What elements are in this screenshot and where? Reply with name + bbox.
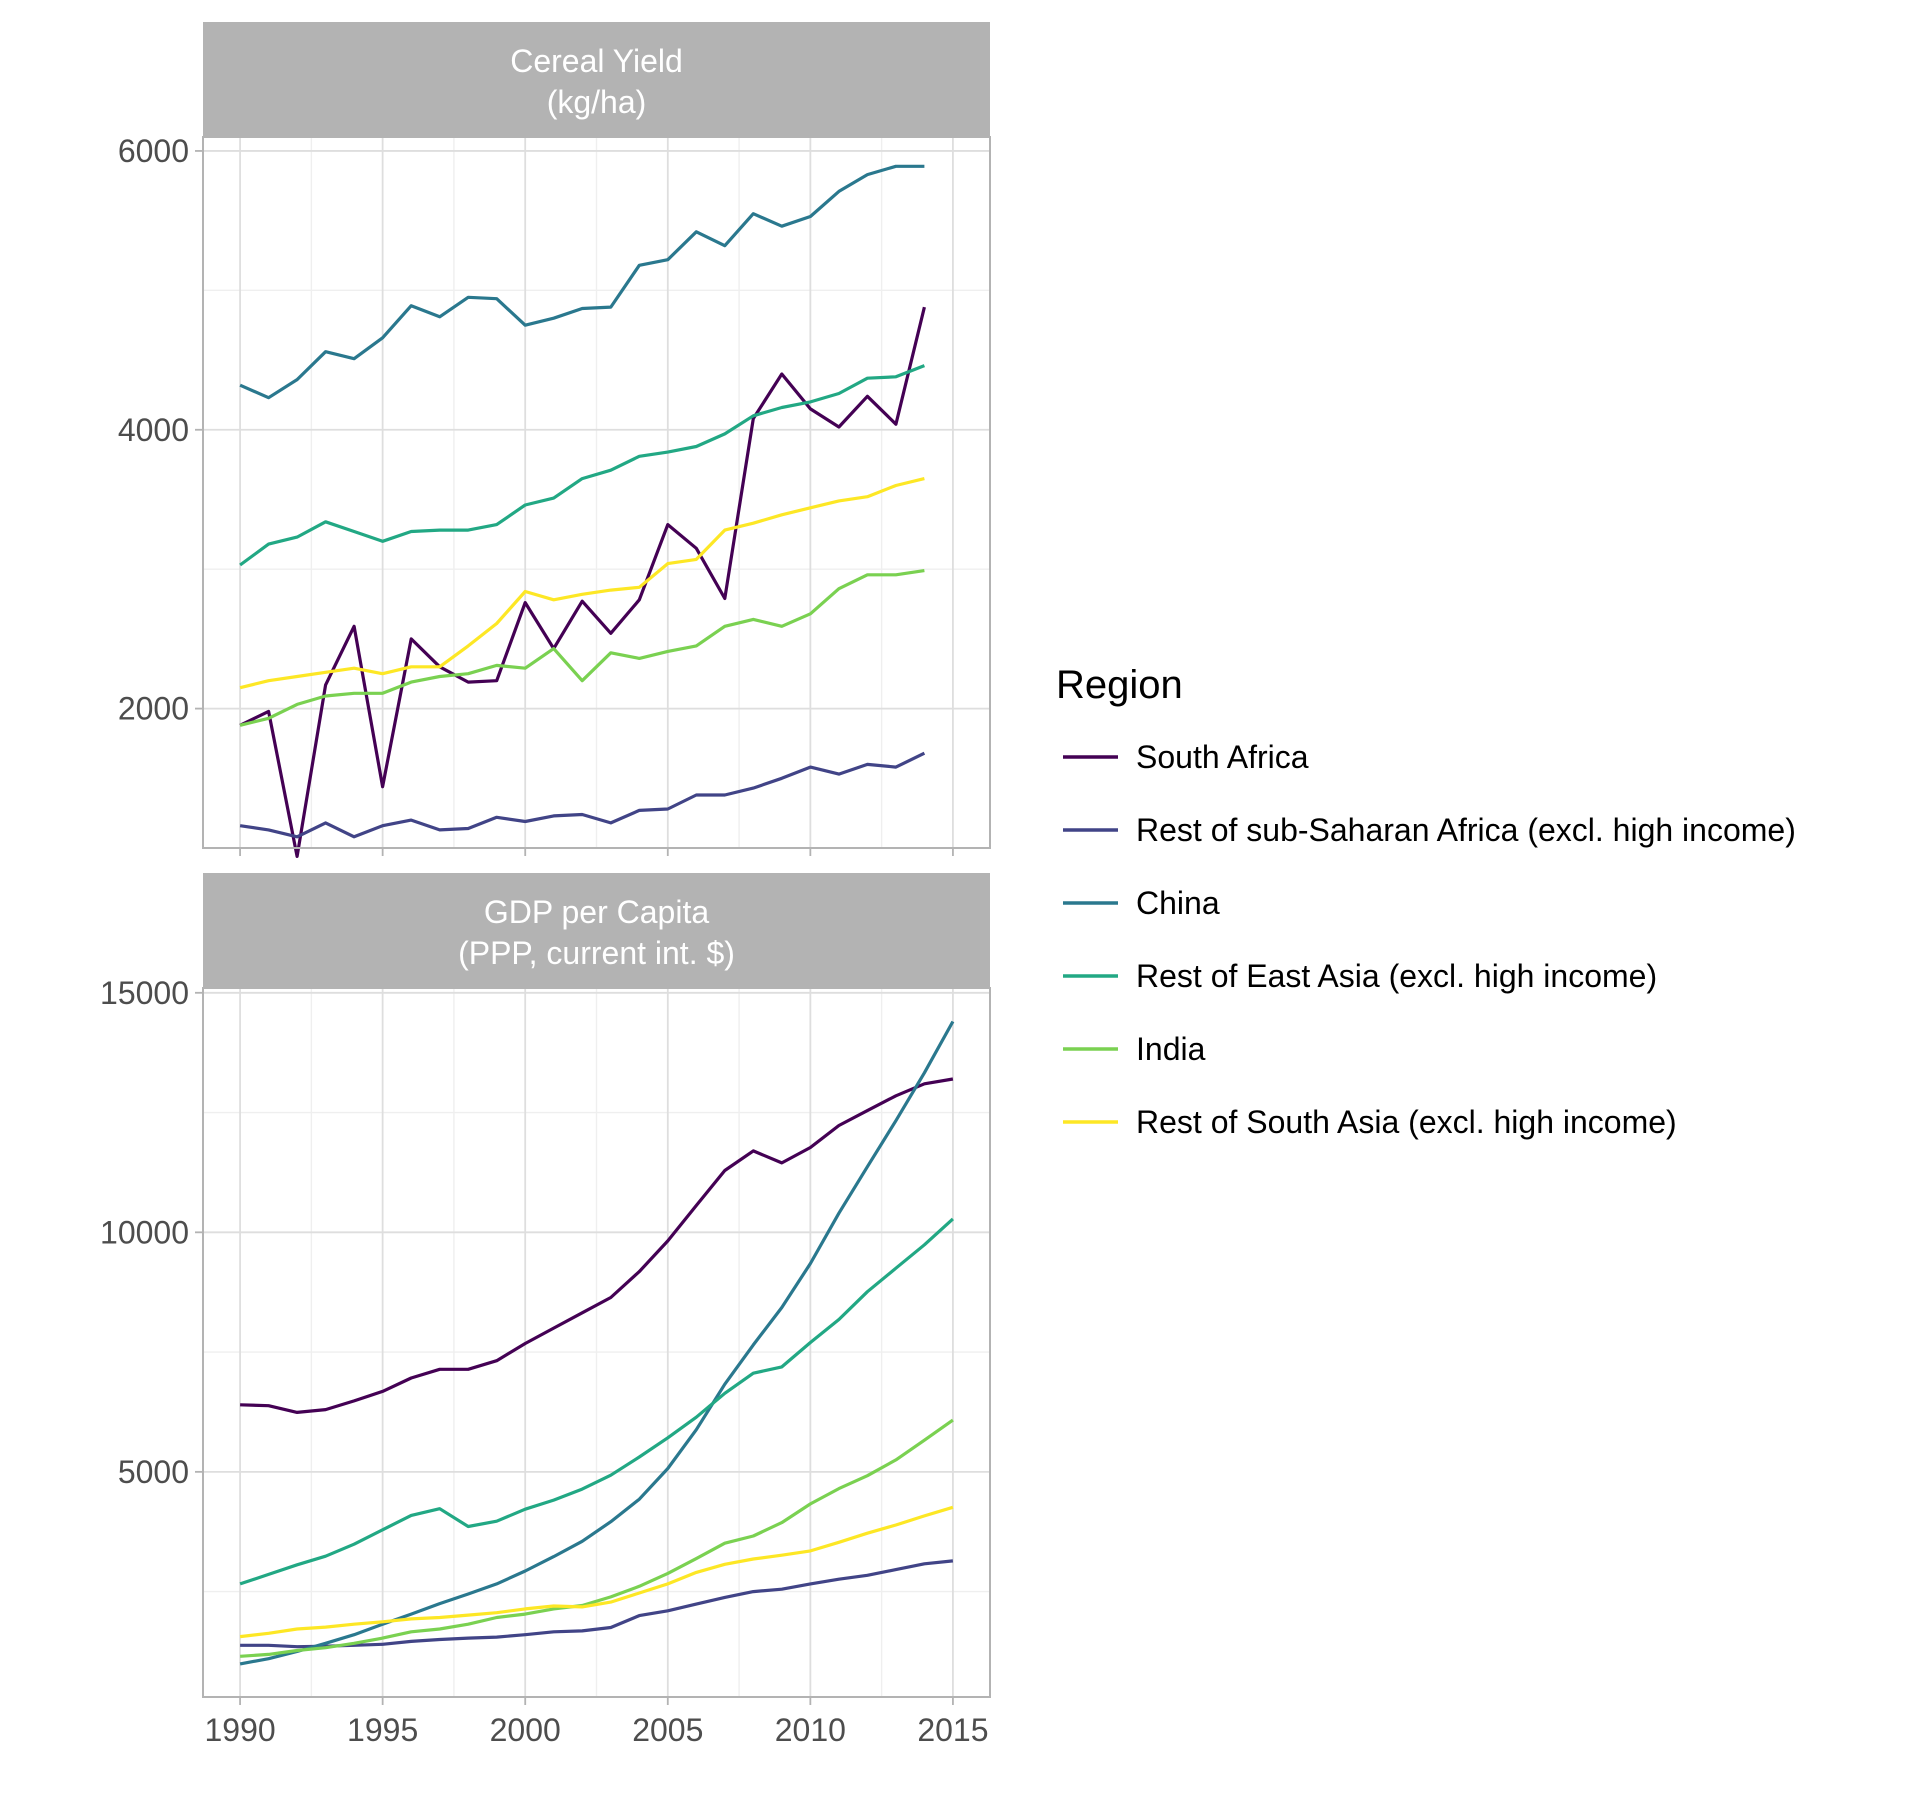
y-tick-label: 5000 [118, 1454, 189, 1490]
x-tick-label: 2010 [775, 1712, 846, 1748]
facet-strip-gdp-per-capita [203, 873, 990, 988]
series-line-gdp-per-capita-rest-of-east-asia-excl-high-income [239, 1217, 954, 1586]
facet-title-gdp-per-capita-line2: (PPP, current int. $) [458, 935, 735, 971]
x-tick-label: 1990 [204, 1712, 275, 1748]
y-tick-label: 15000 [100, 975, 189, 1011]
x-tick-label: 2005 [632, 1712, 703, 1748]
facet-cereal-yield: Cereal Yield (kg/ha) 2000 4000 6000 [118, 22, 991, 859]
series-line-gdp-per-capita-rest-of-south-asia-excl-high-income [239, 1505, 954, 1639]
series-line-gdp-per-capita-rest-of-sub-saharan-africa-excl-high-income [240, 1559, 954, 1649]
series-line-cereal-yield-rest-of-south-asia-excl-high-income [239, 477, 925, 690]
series-line-cereal-yield-india [239, 569, 925, 727]
legend-label-rest-of-sub-saharan-africa-excl-high-income: Rest of sub-Saharan Africa (excl. high i… [1136, 812, 1796, 848]
legend-items: South Africa Rest of sub-Saharan Africa (… [1063, 739, 1796, 1140]
series-line-cereal-yield-south-africa [239, 306, 926, 859]
panel-cereal-yield: 2000 4000 6000 [118, 133, 991, 859]
series-line-gdp-per-capita-china [239, 1020, 955, 1666]
legend-label-india: India [1136, 1031, 1206, 1067]
series-line-gdp-per-capita-south-africa [240, 1077, 954, 1415]
legend-title: Region [1056, 663, 1183, 707]
legend-label-rest-of-east-asia-excl-high-income: Rest of East Asia (excl. high income) [1136, 958, 1657, 994]
facet-title-cereal-yield-line1: Cereal Yield [510, 43, 683, 79]
series-line-cereal-yield-rest-of-east-asia-excl-high-income [239, 364, 925, 567]
facet-gdp-per-capita: GDP per Capita (PPP, current int. $) 500… [100, 873, 991, 1748]
y-tick-label: 6000 [118, 133, 189, 169]
series-line-gdp-per-capita-india [239, 1418, 954, 1658]
legend: Region South Africa Rest of sub-Saharan A… [1056, 663, 1796, 1140]
x-tick-label: 2015 [917, 1712, 988, 1748]
facet-strip-cereal-yield [203, 22, 990, 137]
x-tick-label: 2000 [490, 1712, 561, 1748]
x-tick-label: 1995 [347, 1712, 418, 1748]
panel-border [202, 987, 991, 1698]
legend-label-rest-of-south-asia-excl-high-income: Rest of South Asia (excl. high income) [1136, 1104, 1677, 1140]
series-line-cereal-yield-china [239, 164, 925, 400]
series-line-cereal-yield-rest-of-sub-saharan-africa-excl-high-income [239, 751, 926, 839]
y-tick-label: 4000 [118, 412, 189, 448]
panel-border [202, 136, 991, 849]
legend-label-china: China [1136, 885, 1220, 921]
panel-gdp-per-capita: 5000 10000 15000 1990 1995 2000 2005 2010 2015 [100, 975, 991, 1748]
facet-title-cereal-yield-line2: (kg/ha) [547, 84, 647, 120]
y-tick-label: 2000 [118, 691, 189, 727]
facet-title-gdp-per-capita-line1: GDP per Capita [484, 894, 710, 930]
legend-label-south-africa: South Africa [1136, 739, 1309, 775]
y-tick-label: 10000 [100, 1214, 189, 1250]
